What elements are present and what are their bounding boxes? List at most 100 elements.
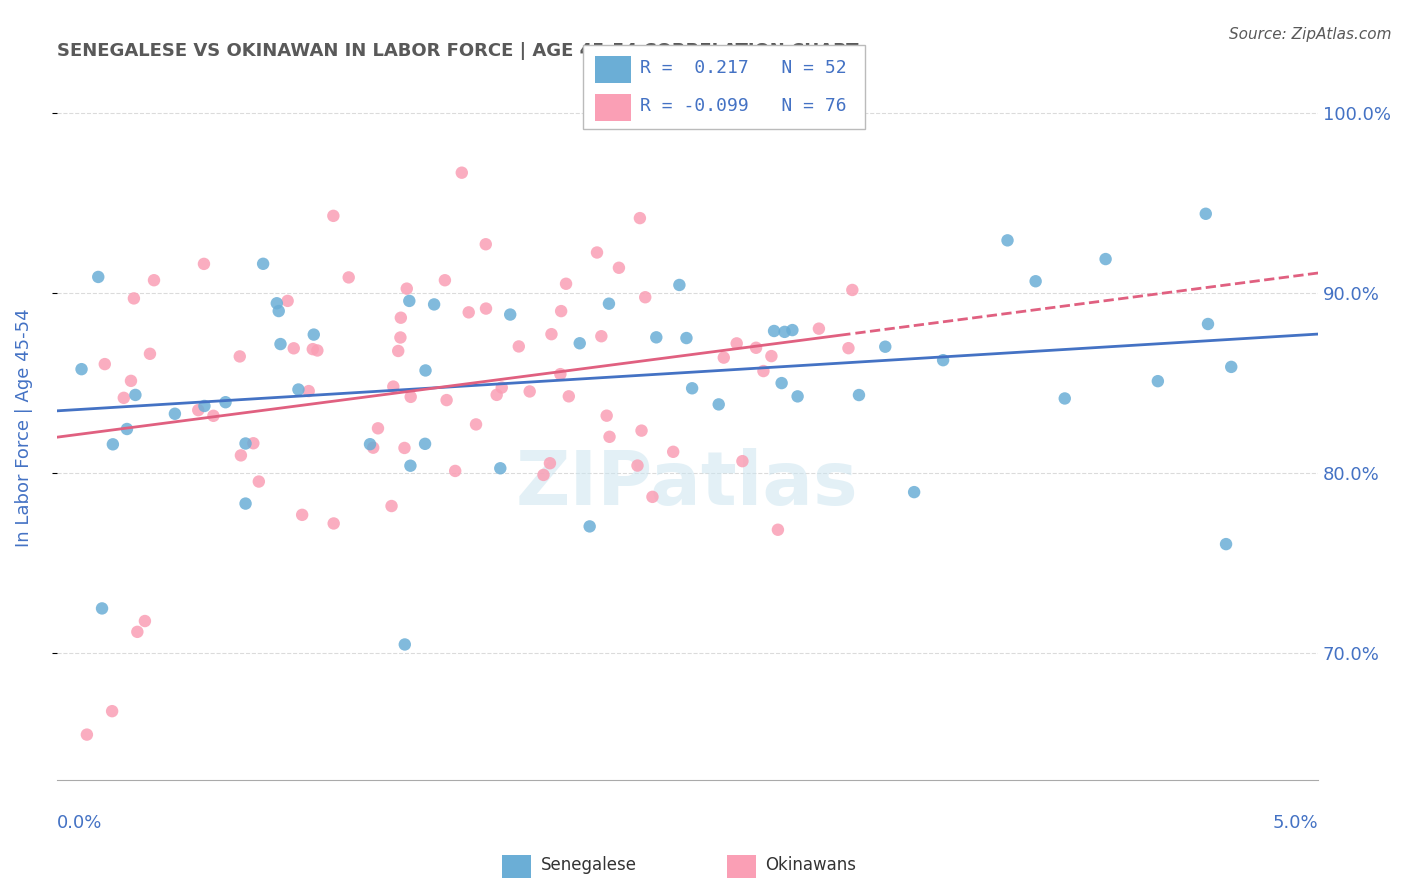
Point [807,321,830,335]
Point [235,436,257,450]
Point [607,260,630,275]
Point [713,351,735,365]
Y-axis label: In Labor Force | Age 45-54: In Labor Force | Age 45-54 [15,309,32,548]
Bar [595,55,631,83]
Point [586,245,609,260]
Point [134,614,156,628]
Point [229,350,252,364]
Point [193,399,215,413]
Point [766,523,789,537]
Point [367,421,389,435]
Point [76,728,98,742]
Point [394,637,416,651]
Point [598,296,620,310]
Point [337,270,360,285]
Point [229,449,252,463]
Point [359,437,381,451]
Point [538,456,561,470]
Point [380,499,402,513]
Point [848,388,870,402]
Point [291,508,314,522]
Point [1215,537,1237,551]
Point [387,343,409,358]
Point [837,341,859,355]
Point [307,343,329,358]
Point [628,211,651,226]
Point [283,341,305,355]
Point [457,305,479,319]
Point [127,624,149,639]
Point [1195,207,1218,221]
Point [247,475,270,489]
Text: R = -0.099   N = 76: R = -0.099 N = 76 [640,97,846,115]
Point [875,340,897,354]
Text: Okinawans: Okinawans [765,856,856,874]
Point [269,337,291,351]
Point [235,497,257,511]
Point [645,330,668,344]
Text: SENEGALESE VS OKINAWAN IN LABOR FORCE | AGE 45-54 CORRELATION CHART: SENEGALESE VS OKINAWAN IN LABOR FORCE | … [56,42,858,60]
Point [389,330,412,344]
Point [436,393,458,408]
Point [423,297,446,311]
Point [202,409,225,423]
Point [389,310,412,325]
Bar [727,855,755,878]
Point [662,445,685,459]
Point [87,269,110,284]
Point [752,364,775,378]
Point [287,383,309,397]
Point [770,376,793,390]
Point [242,436,264,450]
Point [475,237,498,252]
Point [731,454,754,468]
Point [101,437,124,451]
Point [267,304,290,318]
Text: 0.0%: 0.0% [56,814,103,832]
Point [1147,374,1170,388]
Point [214,395,236,409]
Point [745,341,768,355]
Point [550,367,572,381]
Point [707,397,730,411]
Point [302,327,325,342]
Point [491,380,513,394]
Point [519,384,541,399]
Point [361,441,384,455]
Point [139,347,162,361]
Point [193,257,215,271]
Point [252,257,274,271]
Point [382,379,405,393]
Point [630,424,652,438]
Point [508,339,530,353]
Text: ZIPatlas: ZIPatlas [516,448,859,521]
Point [841,283,863,297]
Point [681,381,703,395]
Point [143,273,166,287]
Point [786,389,808,403]
Point [450,166,472,180]
Point [782,323,804,337]
Point [399,458,422,473]
Point [266,296,288,310]
Point [398,293,420,308]
Point [91,601,114,615]
Point [489,461,512,475]
Bar [595,94,631,120]
Point [115,422,138,436]
Point [475,301,498,316]
Point [415,363,437,377]
Point [555,277,578,291]
Point [444,464,467,478]
Point [540,327,562,342]
Point [124,388,146,402]
FancyBboxPatch shape [583,45,865,129]
Point [668,277,690,292]
Point [558,389,581,403]
Point [997,233,1019,247]
Point [94,357,117,371]
Point [499,308,522,322]
Point [903,485,925,500]
Point [599,430,621,444]
Text: 5.0%: 5.0% [1272,814,1319,832]
